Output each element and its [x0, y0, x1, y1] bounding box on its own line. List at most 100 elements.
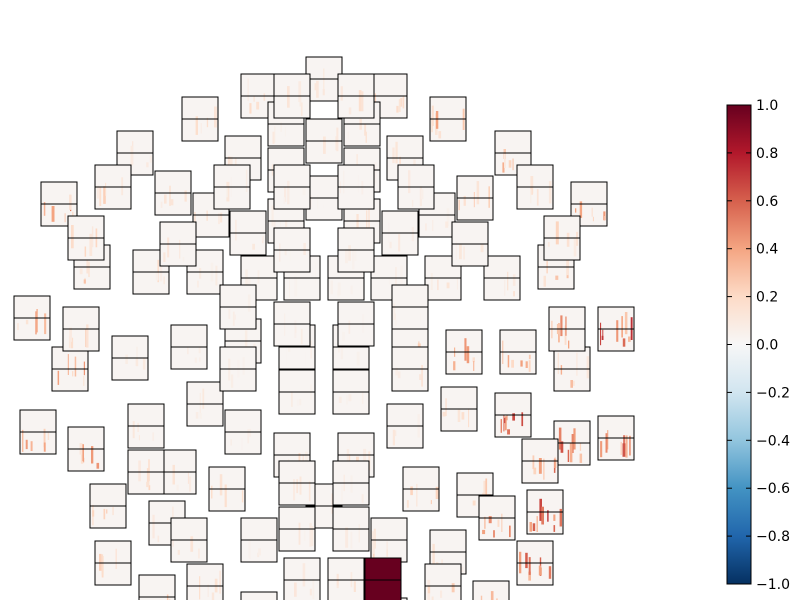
- panel-border: [337, 227, 375, 273]
- sensor-panel: [424, 563, 462, 600]
- panel-border: [62, 306, 100, 352]
- panel-burst: [504, 416, 507, 431]
- panel-burst: [96, 462, 100, 469]
- panel-burst: [230, 374, 234, 388]
- panel-burst: [395, 367, 398, 376]
- panel-border: [429, 96, 467, 142]
- sensor-panel: [62, 306, 100, 352]
- panel-burst: [438, 131, 442, 139]
- panel-border: [186, 563, 224, 600]
- panel-burst: [573, 237, 577, 257]
- sensor-panel: [332, 506, 370, 552]
- panel-burst: [199, 268, 202, 279]
- panel-burst: [528, 360, 531, 372]
- panel-burst: [483, 480, 486, 502]
- panel-burst: [207, 584, 209, 597]
- panel-burst: [625, 435, 628, 458]
- panel-burst: [530, 187, 533, 195]
- panel-border: [278, 506, 316, 552]
- panel-burst: [172, 539, 174, 547]
- panel-burst: [503, 414, 505, 432]
- panel-border: [138, 574, 176, 600]
- panel-burst: [368, 208, 370, 230]
- panel-burst: [293, 479, 296, 501]
- panel-burst: [215, 265, 218, 286]
- sensor-panel: [219, 346, 257, 392]
- panel-burst: [512, 158, 514, 171]
- panel-burst: [219, 474, 223, 496]
- sensor-panel: [337, 227, 375, 273]
- panel-burst: [358, 90, 362, 112]
- panel-burst: [22, 429, 24, 452]
- panel-burst: [530, 189, 532, 204]
- panel-burst: [400, 265, 403, 284]
- panel-burst: [476, 181, 480, 205]
- panel-border: [521, 438, 559, 484]
- panel-border: [516, 164, 554, 210]
- panel-burst: [195, 412, 199, 419]
- panel-burst: [256, 101, 260, 110]
- panel-burst: [244, 330, 248, 349]
- panel-border: [391, 284, 429, 330]
- panel-burst: [356, 351, 360, 366]
- sensor-panel: [305, 175, 343, 221]
- panel-border: [337, 301, 375, 347]
- panel-burst: [493, 530, 495, 538]
- panel-burst: [348, 245, 351, 261]
- panel-burst: [169, 185, 171, 206]
- panel-burst: [252, 243, 255, 250]
- panel-burst: [350, 475, 353, 493]
- panel-burst: [146, 162, 149, 168]
- panel-border: [456, 472, 494, 518]
- panel-burst: [533, 467, 537, 475]
- panel-burst: [604, 216, 605, 221]
- colorbar: 1.0 0.8 0.6 0.4 0.2 0.0 −0.2 −0.4 −0.6 −0.8 −1.0: [726, 98, 790, 593]
- panel-burst: [504, 153, 506, 168]
- panel-burst: [541, 506, 544, 525]
- panel-border: [337, 73, 375, 119]
- panel-burst: [199, 576, 201, 600]
- panel-burst: [86, 256, 89, 274]
- panel-burst: [539, 498, 542, 521]
- panel-burst: [547, 510, 549, 522]
- panel-burst: [482, 529, 486, 535]
- sensor-panel: [402, 466, 440, 512]
- panel-burst: [152, 514, 155, 539]
- panel-burst: [388, 278, 391, 285]
- panel-burst: [348, 394, 352, 402]
- panel-border: [127, 449, 165, 495]
- panel-burst: [473, 361, 475, 371]
- panel-burst: [176, 484, 179, 491]
- sensor-panel: [229, 210, 267, 256]
- panel-burst: [198, 346, 201, 354]
- panel-burst: [411, 227, 414, 242]
- panel-border: [273, 227, 311, 273]
- panel-burst: [214, 106, 217, 128]
- panel-burst: [392, 147, 395, 164]
- panel-burst: [551, 320, 553, 339]
- panel-border: [170, 324, 208, 370]
- panel-burst: [569, 442, 573, 463]
- panel-burst: [553, 514, 556, 521]
- panel-burst: [506, 415, 508, 421]
- panel-burst: [308, 481, 311, 502]
- panel-burst: [353, 581, 356, 592]
- panel-burst: [255, 282, 258, 292]
- panel-burst: [512, 413, 515, 421]
- panel-burst: [234, 314, 236, 320]
- panel-burst: [358, 524, 360, 543]
- panel-burst: [410, 486, 413, 496]
- panel-burst: [350, 285, 353, 295]
- panel-burst: [356, 214, 359, 230]
- panel-border: [116, 130, 154, 176]
- sensor-panel: [456, 175, 494, 221]
- panel-burst: [138, 435, 140, 441]
- panel-burst: [300, 102, 303, 116]
- sensor-panel: [364, 557, 402, 600]
- panel-burst: [138, 460, 141, 482]
- panel-border: [181, 96, 219, 142]
- panel-burst: [303, 243, 306, 255]
- panel-border: [456, 175, 494, 221]
- panel-border: [337, 164, 375, 210]
- panel-burst: [453, 361, 456, 371]
